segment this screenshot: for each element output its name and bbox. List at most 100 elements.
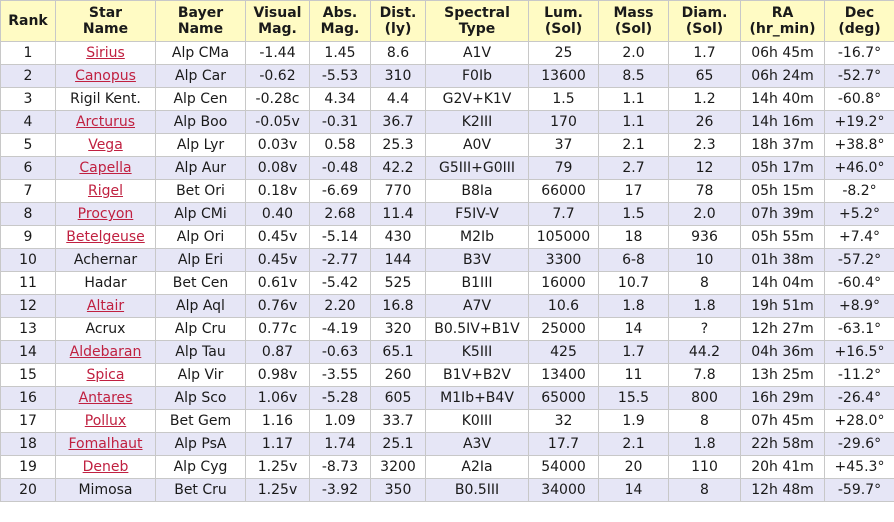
- star-name-link[interactable]: Deneb: [82, 459, 129, 475]
- distance-cell: 260: [370, 363, 426, 387]
- column-header-abs-mag: Abs. Mag.: [309, 0, 371, 42]
- abs-mag-cell: -8.73: [309, 455, 371, 479]
- distance-cell: 8.6: [370, 41, 426, 65]
- luminosity-cell: 79: [528, 156, 599, 180]
- star-name-cell[interactable]: Rigel: [55, 179, 156, 203]
- star-name-cell[interactable]: Capella: [55, 156, 156, 180]
- star-name-link[interactable]: Procyon: [77, 206, 134, 222]
- distance-cell: 430: [370, 225, 426, 249]
- star-name-cell[interactable]: Deneb: [55, 455, 156, 479]
- star-name-cell[interactable]: Fomalhaut: [55, 432, 156, 456]
- ra-cell: 12h 27m: [740, 317, 825, 341]
- visual-mag-cell: -0.28c: [245, 87, 310, 111]
- dec-cell: -16.7°: [824, 41, 894, 65]
- table-row: 2 Canopus Alp Car -0.62 -5.53 310 F0Ib 13600 8.5…: [0, 64, 894, 88]
- star-name-link[interactable]: Capella: [79, 160, 132, 176]
- star-name-cell[interactable]: Aldebaran: [55, 340, 156, 364]
- bayer-cell: Alp Sco: [155, 386, 246, 410]
- luminosity-cell: 13400: [528, 363, 599, 387]
- abs-mag-cell: 2.20: [309, 294, 371, 318]
- abs-mag-cell: -0.63: [309, 340, 371, 364]
- rank-cell: 16: [0, 386, 56, 410]
- star-name-cell[interactable]: Altair: [55, 294, 156, 318]
- table-body: 1 Sirius Alp CMa -1.44 1.45 8.6 A1V 25 2.0 1.7 06h…: [0, 41, 894, 502]
- star-name-cell[interactable]: Betelgeuse: [55, 225, 156, 249]
- table-row: 6 Capella Alp Aur 0.08v -0.48 42.2 G5III+G0III…: [0, 156, 894, 180]
- star-name-cell[interactable]: Spica: [55, 363, 156, 387]
- column-header-luminosity: Lum. (Sol): [528, 0, 599, 42]
- rank-cell: 8: [0, 202, 56, 226]
- spectral-type-cell: A3V: [425, 432, 529, 456]
- visual-mag-cell: 0.87: [245, 340, 310, 364]
- star-name-cell[interactable]: Canopus: [55, 64, 156, 88]
- column-header-line1: Spectral: [444, 5, 510, 21]
- star-name-link[interactable]: Betelgeuse: [66, 229, 145, 245]
- bayer-cell: Bet Cru: [155, 478, 246, 502]
- table-row: 12 Altair Alp Aql 0.76v 2.20 16.8 A7V 10.6 1.8 1.…: [0, 294, 894, 318]
- star-name-cell[interactable]: Vega: [55, 133, 156, 157]
- rank-cell: 4: [0, 110, 56, 134]
- column-header-line1: Lum.: [544, 5, 583, 21]
- diameter-cell: 1.2: [668, 87, 741, 111]
- star-name-cell[interactable]: Pollux: [55, 409, 156, 433]
- rank-cell: 18: [0, 432, 56, 456]
- mass-cell: 1.1: [598, 87, 669, 111]
- rank-cell: 5: [0, 133, 56, 157]
- dec-cell: -26.4°: [824, 386, 894, 410]
- column-header-line2: Name: [82, 21, 129, 37]
- spectral-type-cell: B0.5IV+B1V: [425, 317, 529, 341]
- star-name-link[interactable]: Spica: [86, 367, 125, 383]
- star-name-cell[interactable]: Sirius: [55, 41, 156, 65]
- star-name-link[interactable]: Arcturus: [75, 114, 135, 130]
- mass-cell: 8.5: [598, 64, 669, 88]
- table-row: 9 Betelgeuse Alp Ori 0.45v -5.14 430 M2Ib 10500…: [0, 225, 894, 249]
- diameter-cell: 800: [668, 386, 741, 410]
- dec-cell: -52.7°: [824, 64, 894, 88]
- bayer-cell: Alp Car: [155, 64, 246, 88]
- star-name-link[interactable]: Antares: [78, 390, 133, 406]
- column-header-line2: (ly): [384, 21, 412, 37]
- spectral-type-cell: A1V: [425, 41, 529, 65]
- mass-cell: 1.5: [598, 202, 669, 226]
- ra-cell: 18h 37m: [740, 133, 825, 157]
- distance-cell: 350: [370, 478, 426, 502]
- spectral-type-cell: M2Ib: [425, 225, 529, 249]
- dec-cell: -60.8°: [824, 87, 894, 111]
- column-header-line2: Type: [458, 21, 496, 37]
- luminosity-cell: 425: [528, 340, 599, 364]
- star-name-link[interactable]: Vega: [88, 137, 123, 153]
- ra-cell: 14h 04m: [740, 271, 825, 295]
- star-name-link[interactable]: Altair: [86, 298, 125, 314]
- bayer-cell: Alp CMi: [155, 202, 246, 226]
- star-name-text: Rigil Kent.: [70, 91, 141, 107]
- star-name-link[interactable]: Rigel: [87, 183, 123, 199]
- ra-cell: 13h 25m: [740, 363, 825, 387]
- rank-cell: 11: [0, 271, 56, 295]
- star-name-link[interactable]: Aldebaran: [69, 344, 142, 360]
- star-name-cell[interactable]: Arcturus: [55, 110, 156, 134]
- diameter-cell: 44.2: [668, 340, 741, 364]
- column-header-line1: Mass: [613, 5, 654, 21]
- abs-mag-cell: -5.42: [309, 271, 371, 295]
- star-name-link[interactable]: Pollux: [84, 413, 127, 429]
- bayer-cell: Alp PsA: [155, 432, 246, 456]
- distance-cell: 11.4: [370, 202, 426, 226]
- table-row: 1 Sirius Alp CMa -1.44 1.45 8.6 A1V 25 2.0 1.7 06h…: [0, 41, 894, 65]
- spectral-type-cell: K2III: [425, 110, 529, 134]
- star-name-text: Mimosa: [78, 482, 133, 498]
- star-name-link[interactable]: Fomalhaut: [68, 436, 143, 452]
- column-header-line2: (Sol): [685, 21, 724, 37]
- bayer-cell: Alp Aql: [155, 294, 246, 318]
- star-name-link[interactable]: Canopus: [75, 68, 136, 84]
- star-name-cell[interactable]: Antares: [55, 386, 156, 410]
- star-name-text: Achernar: [73, 252, 138, 268]
- table-row: 19 Deneb Alp Cyg 1.25v -8.73 3200 A2Ia 54000 20 1…: [0, 455, 894, 479]
- bayer-cell: Bet Ori: [155, 179, 246, 203]
- star-name-link[interactable]: Sirius: [86, 45, 125, 61]
- column-header-diameter: Diam. (Sol): [668, 0, 741, 42]
- table-row: 11 Hadar Bet Cen 0.61v -5.42 525 B1III 16000 10.…: [0, 271, 894, 295]
- star-name-cell[interactable]: Procyon: [55, 202, 156, 226]
- visual-mag-cell: 1.16: [245, 409, 310, 433]
- rank-cell: 15: [0, 363, 56, 387]
- column-header-dec: Dec (deg): [824, 0, 894, 42]
